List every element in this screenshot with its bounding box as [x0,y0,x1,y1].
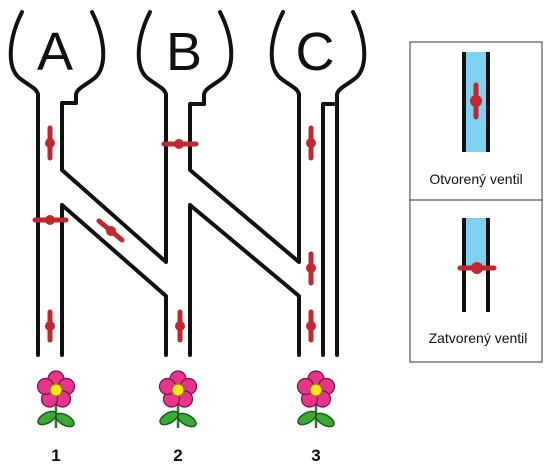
tank-label-b: B [166,22,202,82]
valve-a-mid[interactable] [32,215,69,225]
flower-head-icon [158,370,198,408]
valves [32,125,316,343]
flower-1 [36,370,76,428]
leaf-icon [297,410,317,426]
legend-closed-label: Zatvorený ventil [429,330,528,346]
legend-open-label: Otvorený ventil [429,171,522,187]
leaf-icon [37,410,57,426]
valve-c-mid[interactable] [306,251,316,286]
tank-label-c: C [296,22,335,82]
flower-head-icon [36,370,76,408]
flower-3 [296,370,336,428]
flower-label-2: 2 [173,446,182,465]
legend-closed-valve [457,218,497,312]
valve-b-top[interactable] [161,139,199,149]
flower-label-3: 3 [311,446,320,465]
valve-b-bottom[interactable] [175,309,185,343]
water-fill [464,218,488,268]
legend-open-valve [462,52,490,152]
tank-c: C [269,10,367,357]
flower-2 [158,370,198,428]
leaf-icon [315,412,335,428]
flower-label-1: 1 [51,446,60,465]
pipe-network [60,101,339,357]
tank-label-a: A [37,22,73,82]
leaf-icon [159,410,179,426]
valve-ab-diagonal[interactable] [96,218,125,243]
legend: Otvorený ventil Zatvorený ventil [409,41,543,363]
leaf-icon [55,412,75,428]
valve-a-bottom[interactable] [45,309,55,343]
tank-b: B [136,10,234,202]
tank-a: A [8,10,106,357]
flower-head-icon [296,370,336,408]
leaf-icon [177,412,197,428]
valve-c-bottom[interactable] [306,309,316,343]
valve-a-top[interactable] [45,125,55,161]
valve-c-top[interactable] [306,125,316,161]
